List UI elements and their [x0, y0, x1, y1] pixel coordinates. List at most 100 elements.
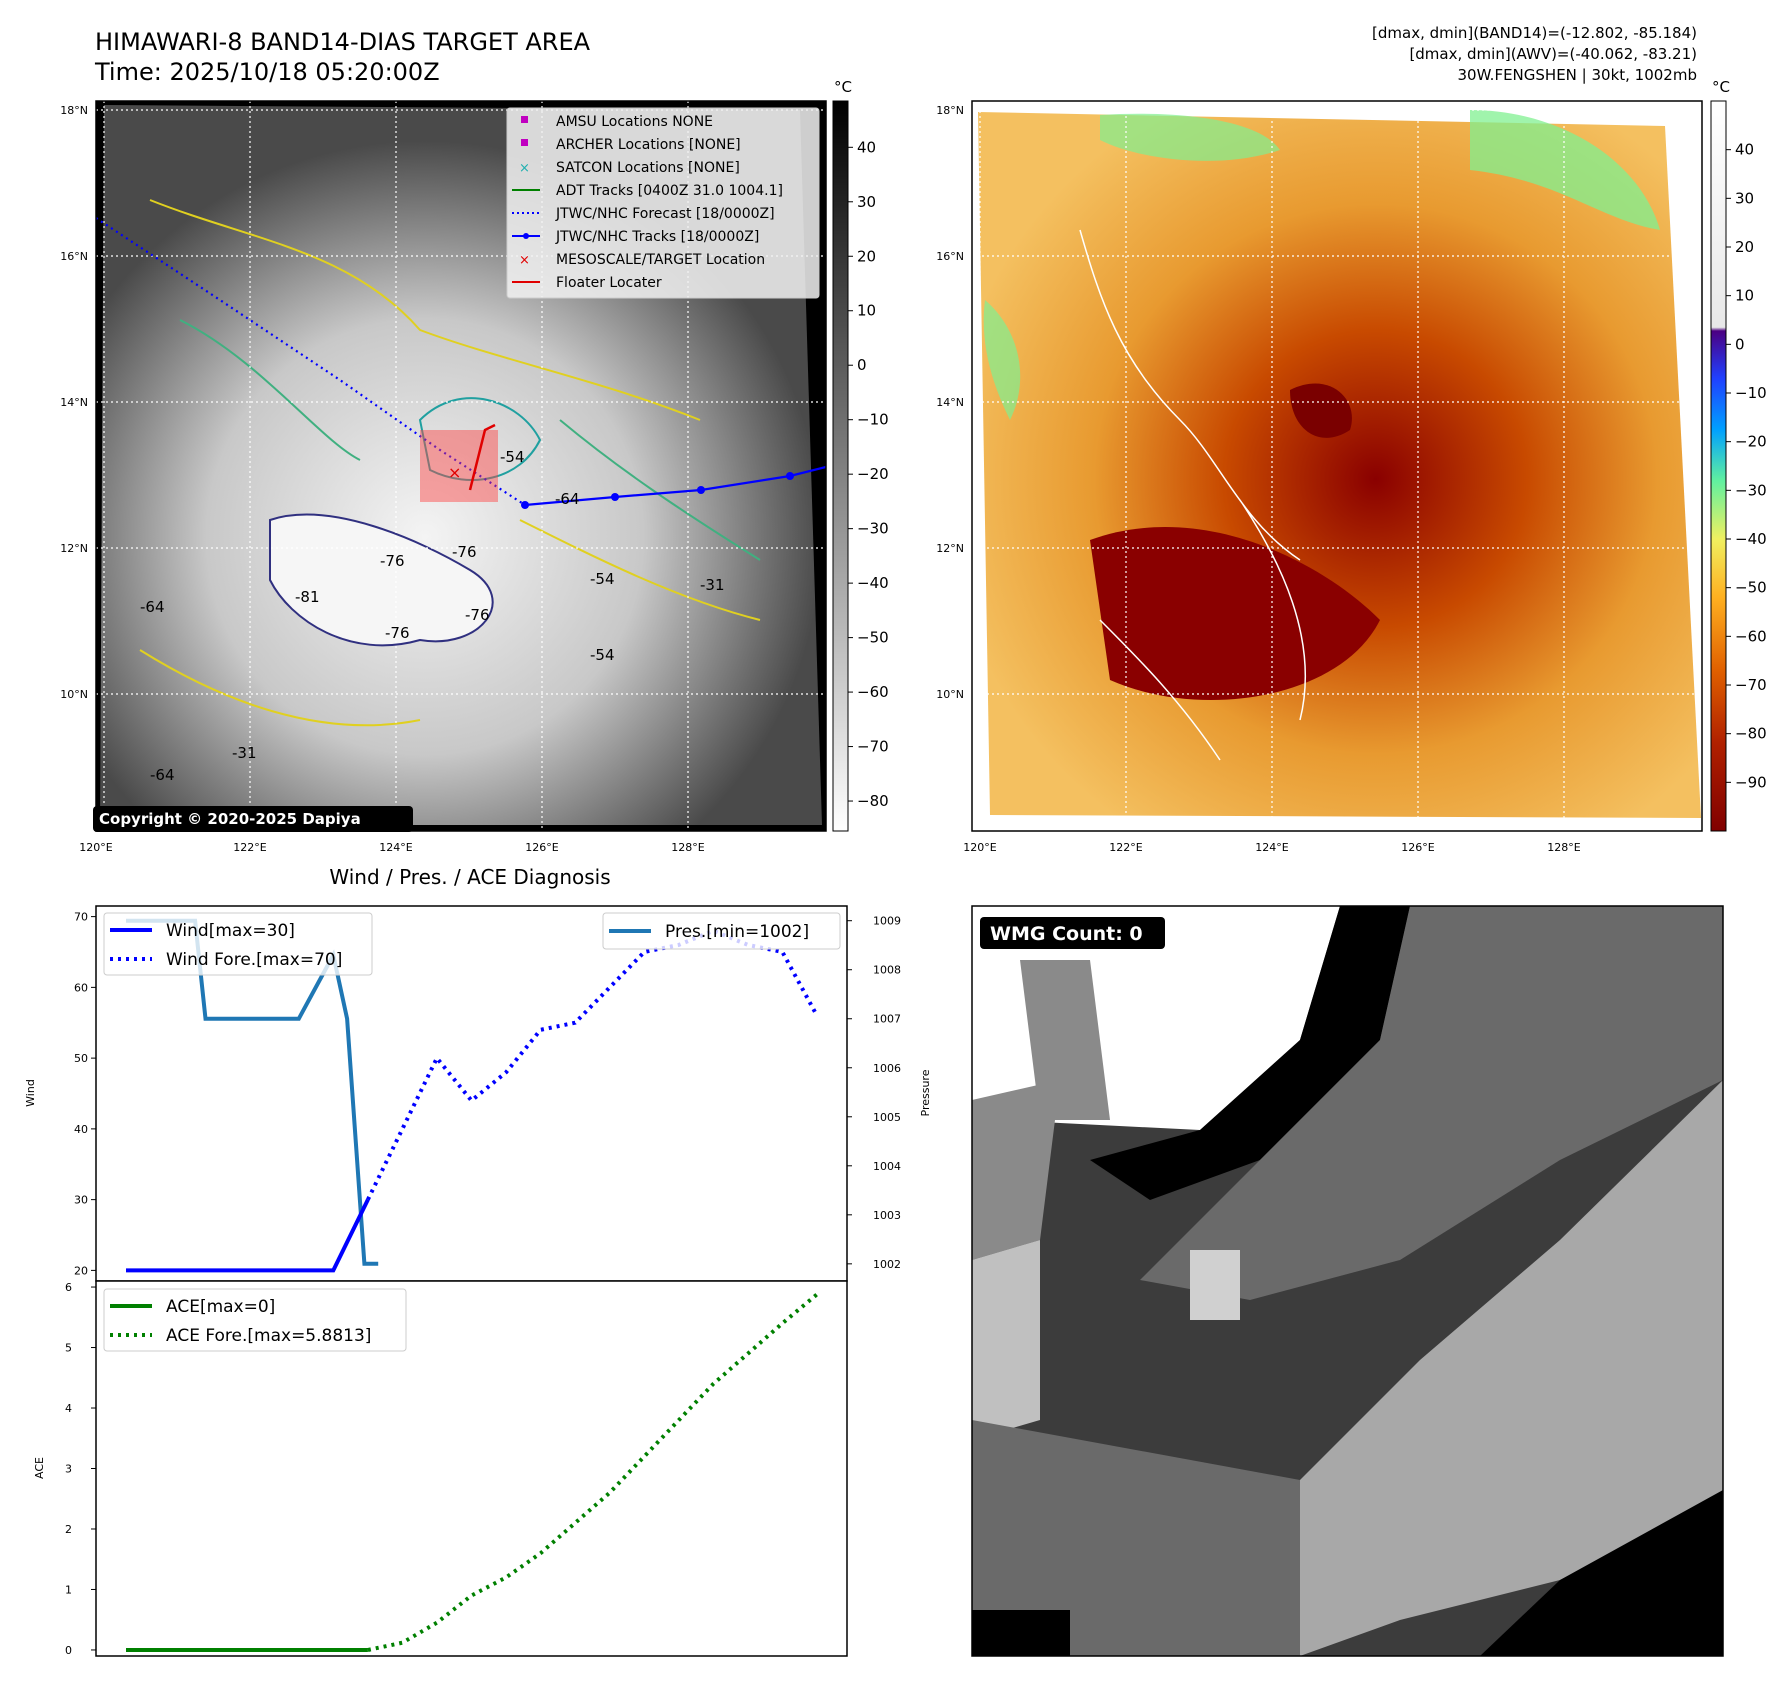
pressure-tick-label: 1005	[873, 1111, 901, 1124]
satcon-marker-icon: ×	[519, 161, 530, 176]
wmg-badge	[980, 917, 1165, 949]
ir-map-panel: × -54 -64 -76 -76 -81 -76 -76 -54 -31 -6…	[60, 78, 888, 854]
wmg-count-text: WMG Count: 0	[990, 923, 1143, 945]
pressure-tick-label: 1009	[873, 915, 901, 928]
figure-title-line2: Time: 2025/10/18 05:20:00Z	[94, 58, 440, 86]
contour-label: -81	[295, 588, 320, 606]
colorbar-tick-label: −30	[857, 520, 889, 538]
legend-amsu: AMSU Locations NONE	[556, 114, 713, 130]
colorbar-tick-label: 40	[1735, 141, 1754, 159]
awv-field	[978, 112, 1701, 818]
colorbar-tick-label: 0	[1735, 335, 1745, 353]
colorbar-tick-label: 20	[857, 247, 876, 265]
ir-colorbar	[832, 100, 849, 832]
wind-legend-label: Wind[max=30]	[166, 921, 295, 941]
awv-map-gridlines	[972, 101, 1702, 831]
wmg-mid-region-bottom	[972, 1420, 1300, 1656]
cold-cloud-contour	[269, 513, 494, 647]
pressure-legend: Pres.[min=1002]	[602, 912, 841, 950]
wmg-gray-region	[972, 1080, 1060, 1260]
pressure-axis-label: Pressure	[919, 1069, 932, 1116]
awv-colorbar-ticks: 40 30 20 10 0 −10 −20 −30 −40 −50 −60 −70 −80 −90	[1726, 141, 1767, 791]
wmg-black-region	[1090, 906, 1410, 1200]
colorbar-tick-label: −50	[857, 629, 889, 647]
awv-dry-region	[1290, 383, 1352, 438]
lat-label: 16°N	[936, 250, 964, 263]
floater-locater-line	[468, 423, 496, 491]
awv-map-frame	[971, 100, 1703, 832]
ace-ticks: 0 1 2 3 4 5 6	[65, 1281, 96, 1657]
contour-label: -31	[700, 576, 725, 594]
track-point	[521, 501, 529, 509]
ir-colorbar-unit: °C	[834, 78, 852, 96]
chart-title: Wind / Pres. / ACE Diagnosis	[329, 865, 610, 889]
figure-title-line1: HIMAWARI-8 BAND14-DIAS TARGET AREA	[95, 28, 591, 56]
lat-label: 10°N	[936, 688, 964, 701]
ace-fore-legend-label: ACE Fore.[max=5.8813]	[166, 1326, 371, 1346]
wmg-light-patch	[972, 1240, 1040, 1440]
ir-colorbar-ticks: 40 30 20 10 0 −10 −20 −30 −40 −50 −60 −70 −80	[848, 138, 889, 810]
wmg-frame	[971, 905, 1724, 1657]
colorbar-tick-label: 0	[857, 356, 867, 374]
awv-moist-region	[1100, 113, 1280, 161]
pressure-tick-label: 1006	[873, 1062, 901, 1075]
ir-map-gridlines	[96, 101, 826, 831]
colorbar-tick-label: −10	[1735, 384, 1767, 402]
contour-label: -31	[232, 744, 257, 762]
ace-legend-label: ACE[max=0]	[166, 1297, 275, 1317]
mesoscale-target-marker: ×	[448, 463, 461, 482]
wind-tick-label: 60	[74, 981, 88, 994]
awv-colorbar	[1710, 100, 1727, 832]
contour-label: -64	[140, 598, 165, 616]
pressure-legend-label: Pres.[min=1002]	[665, 922, 809, 942]
colorbar-tick-label: −60	[857, 683, 889, 701]
ace-series	[126, 1292, 819, 1652]
ace-axis-label: ACE	[33, 1457, 46, 1479]
contour-label: -54	[590, 646, 615, 664]
target-marker-icon: ×	[519, 253, 530, 268]
colorbar-tick-label: 40	[857, 138, 876, 156]
track-dot-icon	[523, 233, 529, 239]
copyright-box	[93, 806, 413, 832]
wind-fore-legend-label: Wind Fore.[max=70]	[166, 950, 342, 970]
wind-tick-label: 30	[74, 1194, 88, 1207]
lat-label: 14°N	[936, 396, 964, 409]
ace-tick-label: 2	[65, 1523, 72, 1536]
lat-label: 18°N	[60, 104, 88, 117]
contour-green	[179, 319, 761, 561]
ace-forecast-line	[367, 1292, 819, 1652]
colorbar-tick-label: −20	[1735, 433, 1767, 451]
ace-tick-label: 0	[65, 1644, 72, 1657]
lon-label: 122°E	[233, 841, 266, 854]
awv-colorbar-unit: °C	[1712, 78, 1730, 96]
lon-label: 124°E	[1255, 841, 1288, 854]
colorbar-tick-label: −20	[857, 465, 889, 483]
colorbar-tick-label: −50	[1735, 579, 1767, 597]
wmg-mid-region	[1140, 906, 1723, 1300]
track-point	[611, 493, 619, 501]
wind-ticks: 20 30 40 50 60 70	[74, 911, 96, 1277]
lat-label: 16°N	[60, 250, 88, 263]
ace-legend-box	[103, 1288, 407, 1352]
legend-adt: ADT Tracks [0400Z 31.0 1004.1]	[556, 183, 783, 199]
ace-tick-label: 6	[65, 1281, 72, 1294]
wind-tick-label: 50	[74, 1052, 88, 1065]
lon-label: 122°E	[1109, 841, 1142, 854]
lat-label: 18°N	[936, 104, 964, 117]
archer-marker-icon	[521, 139, 528, 146]
ace-tick-label: 3	[65, 1463, 72, 1476]
legend-target: MESOSCALE/TARGET Location	[556, 252, 765, 268]
ir-map-frame	[95, 100, 827, 832]
legend-box	[506, 107, 820, 299]
colorbar-tick-label: −80	[857, 792, 889, 810]
lat-label: 14°N	[60, 396, 88, 409]
colorbar-tick-label: −30	[1735, 481, 1767, 499]
awv-map-panel: 120°E 122°E 124°E 126°E 128°E 18°N 16°N …	[936, 78, 1766, 854]
legend-track: JTWC/NHC Tracks [18/0000Z]	[555, 229, 759, 245]
colorbar-tick-label: −80	[1735, 725, 1767, 743]
track-point	[697, 486, 705, 494]
ace-tick-label: 1	[65, 1583, 72, 1596]
legend-forecast: JTWC/NHC Forecast [18/0000Z]	[555, 206, 775, 222]
legend-archer: ARCHER Locations [NONE]	[556, 137, 741, 153]
